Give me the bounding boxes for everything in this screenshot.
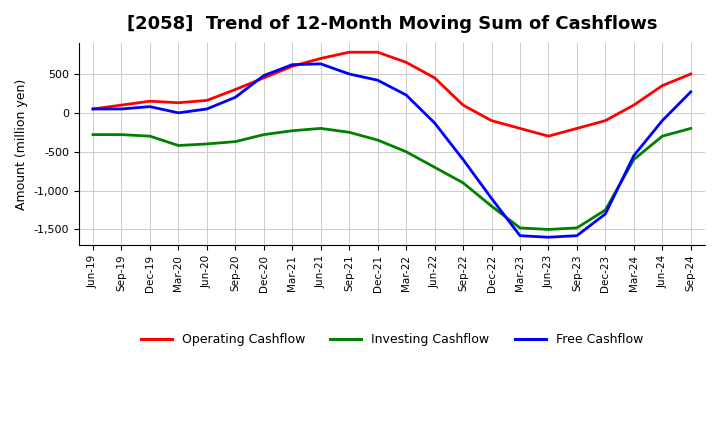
Investing Cashflow xyxy=(89,132,97,137)
Investing Cashflow xyxy=(345,130,354,135)
Operating Cashflow xyxy=(686,71,695,77)
Free Cashflow xyxy=(316,61,325,66)
Operating Cashflow xyxy=(117,103,126,108)
Operating Cashflow xyxy=(487,118,496,123)
Free Cashflow xyxy=(686,89,695,95)
Operating Cashflow xyxy=(459,103,467,108)
Operating Cashflow xyxy=(231,87,240,92)
Free Cashflow xyxy=(572,233,581,238)
Investing Cashflow xyxy=(259,132,268,137)
Investing Cashflow xyxy=(572,225,581,231)
Investing Cashflow xyxy=(601,207,610,213)
Free Cashflow xyxy=(629,153,638,158)
Investing Cashflow xyxy=(402,149,410,154)
Operating Cashflow xyxy=(431,75,439,81)
Operating Cashflow xyxy=(174,100,183,106)
Free Cashflow xyxy=(145,104,154,109)
Free Cashflow xyxy=(231,95,240,100)
Line: Free Cashflow: Free Cashflow xyxy=(93,64,690,237)
Operating Cashflow xyxy=(288,63,297,69)
Operating Cashflow xyxy=(202,98,211,103)
Free Cashflow xyxy=(601,211,610,216)
Operating Cashflow xyxy=(402,60,410,65)
Free Cashflow xyxy=(202,106,211,112)
Title: [2058]  Trend of 12-Month Moving Sum of Cashflows: [2058] Trend of 12-Month Moving Sum of C… xyxy=(127,15,657,33)
Y-axis label: Amount (million yen): Amount (million yen) xyxy=(15,78,28,209)
Operating Cashflow xyxy=(601,118,610,123)
Free Cashflow xyxy=(544,235,553,240)
Investing Cashflow xyxy=(145,133,154,139)
Free Cashflow xyxy=(345,71,354,77)
Investing Cashflow xyxy=(516,225,524,231)
Investing Cashflow xyxy=(544,227,553,232)
Free Cashflow xyxy=(402,92,410,98)
Investing Cashflow xyxy=(686,126,695,131)
Operating Cashflow xyxy=(374,50,382,55)
Operating Cashflow xyxy=(629,103,638,108)
Operating Cashflow xyxy=(259,75,268,81)
Free Cashflow xyxy=(89,106,97,112)
Investing Cashflow xyxy=(231,139,240,144)
Line: Operating Cashflow: Operating Cashflow xyxy=(93,52,690,136)
Free Cashflow xyxy=(374,77,382,83)
Line: Investing Cashflow: Investing Cashflow xyxy=(93,128,690,229)
Free Cashflow xyxy=(487,196,496,201)
Investing Cashflow xyxy=(288,128,297,133)
Free Cashflow xyxy=(288,62,297,67)
Free Cashflow xyxy=(174,110,183,115)
Operating Cashflow xyxy=(658,83,667,88)
Investing Cashflow xyxy=(459,180,467,185)
Free Cashflow xyxy=(516,233,524,238)
Investing Cashflow xyxy=(658,133,667,139)
Operating Cashflow xyxy=(89,106,97,112)
Investing Cashflow xyxy=(202,141,211,147)
Operating Cashflow xyxy=(316,56,325,61)
Operating Cashflow xyxy=(516,126,524,131)
Free Cashflow xyxy=(431,120,439,125)
Investing Cashflow xyxy=(316,126,325,131)
Operating Cashflow xyxy=(345,50,354,55)
Investing Cashflow xyxy=(629,157,638,162)
Free Cashflow xyxy=(259,73,268,78)
Operating Cashflow xyxy=(145,99,154,104)
Free Cashflow xyxy=(459,157,467,162)
Investing Cashflow xyxy=(374,137,382,143)
Free Cashflow xyxy=(658,118,667,123)
Investing Cashflow xyxy=(487,203,496,209)
Legend: Operating Cashflow, Investing Cashflow, Free Cashflow: Operating Cashflow, Investing Cashflow, … xyxy=(135,328,648,351)
Free Cashflow xyxy=(117,106,126,112)
Investing Cashflow xyxy=(431,165,439,170)
Operating Cashflow xyxy=(572,126,581,131)
Operating Cashflow xyxy=(544,133,553,139)
Investing Cashflow xyxy=(117,132,126,137)
Investing Cashflow xyxy=(174,143,183,148)
